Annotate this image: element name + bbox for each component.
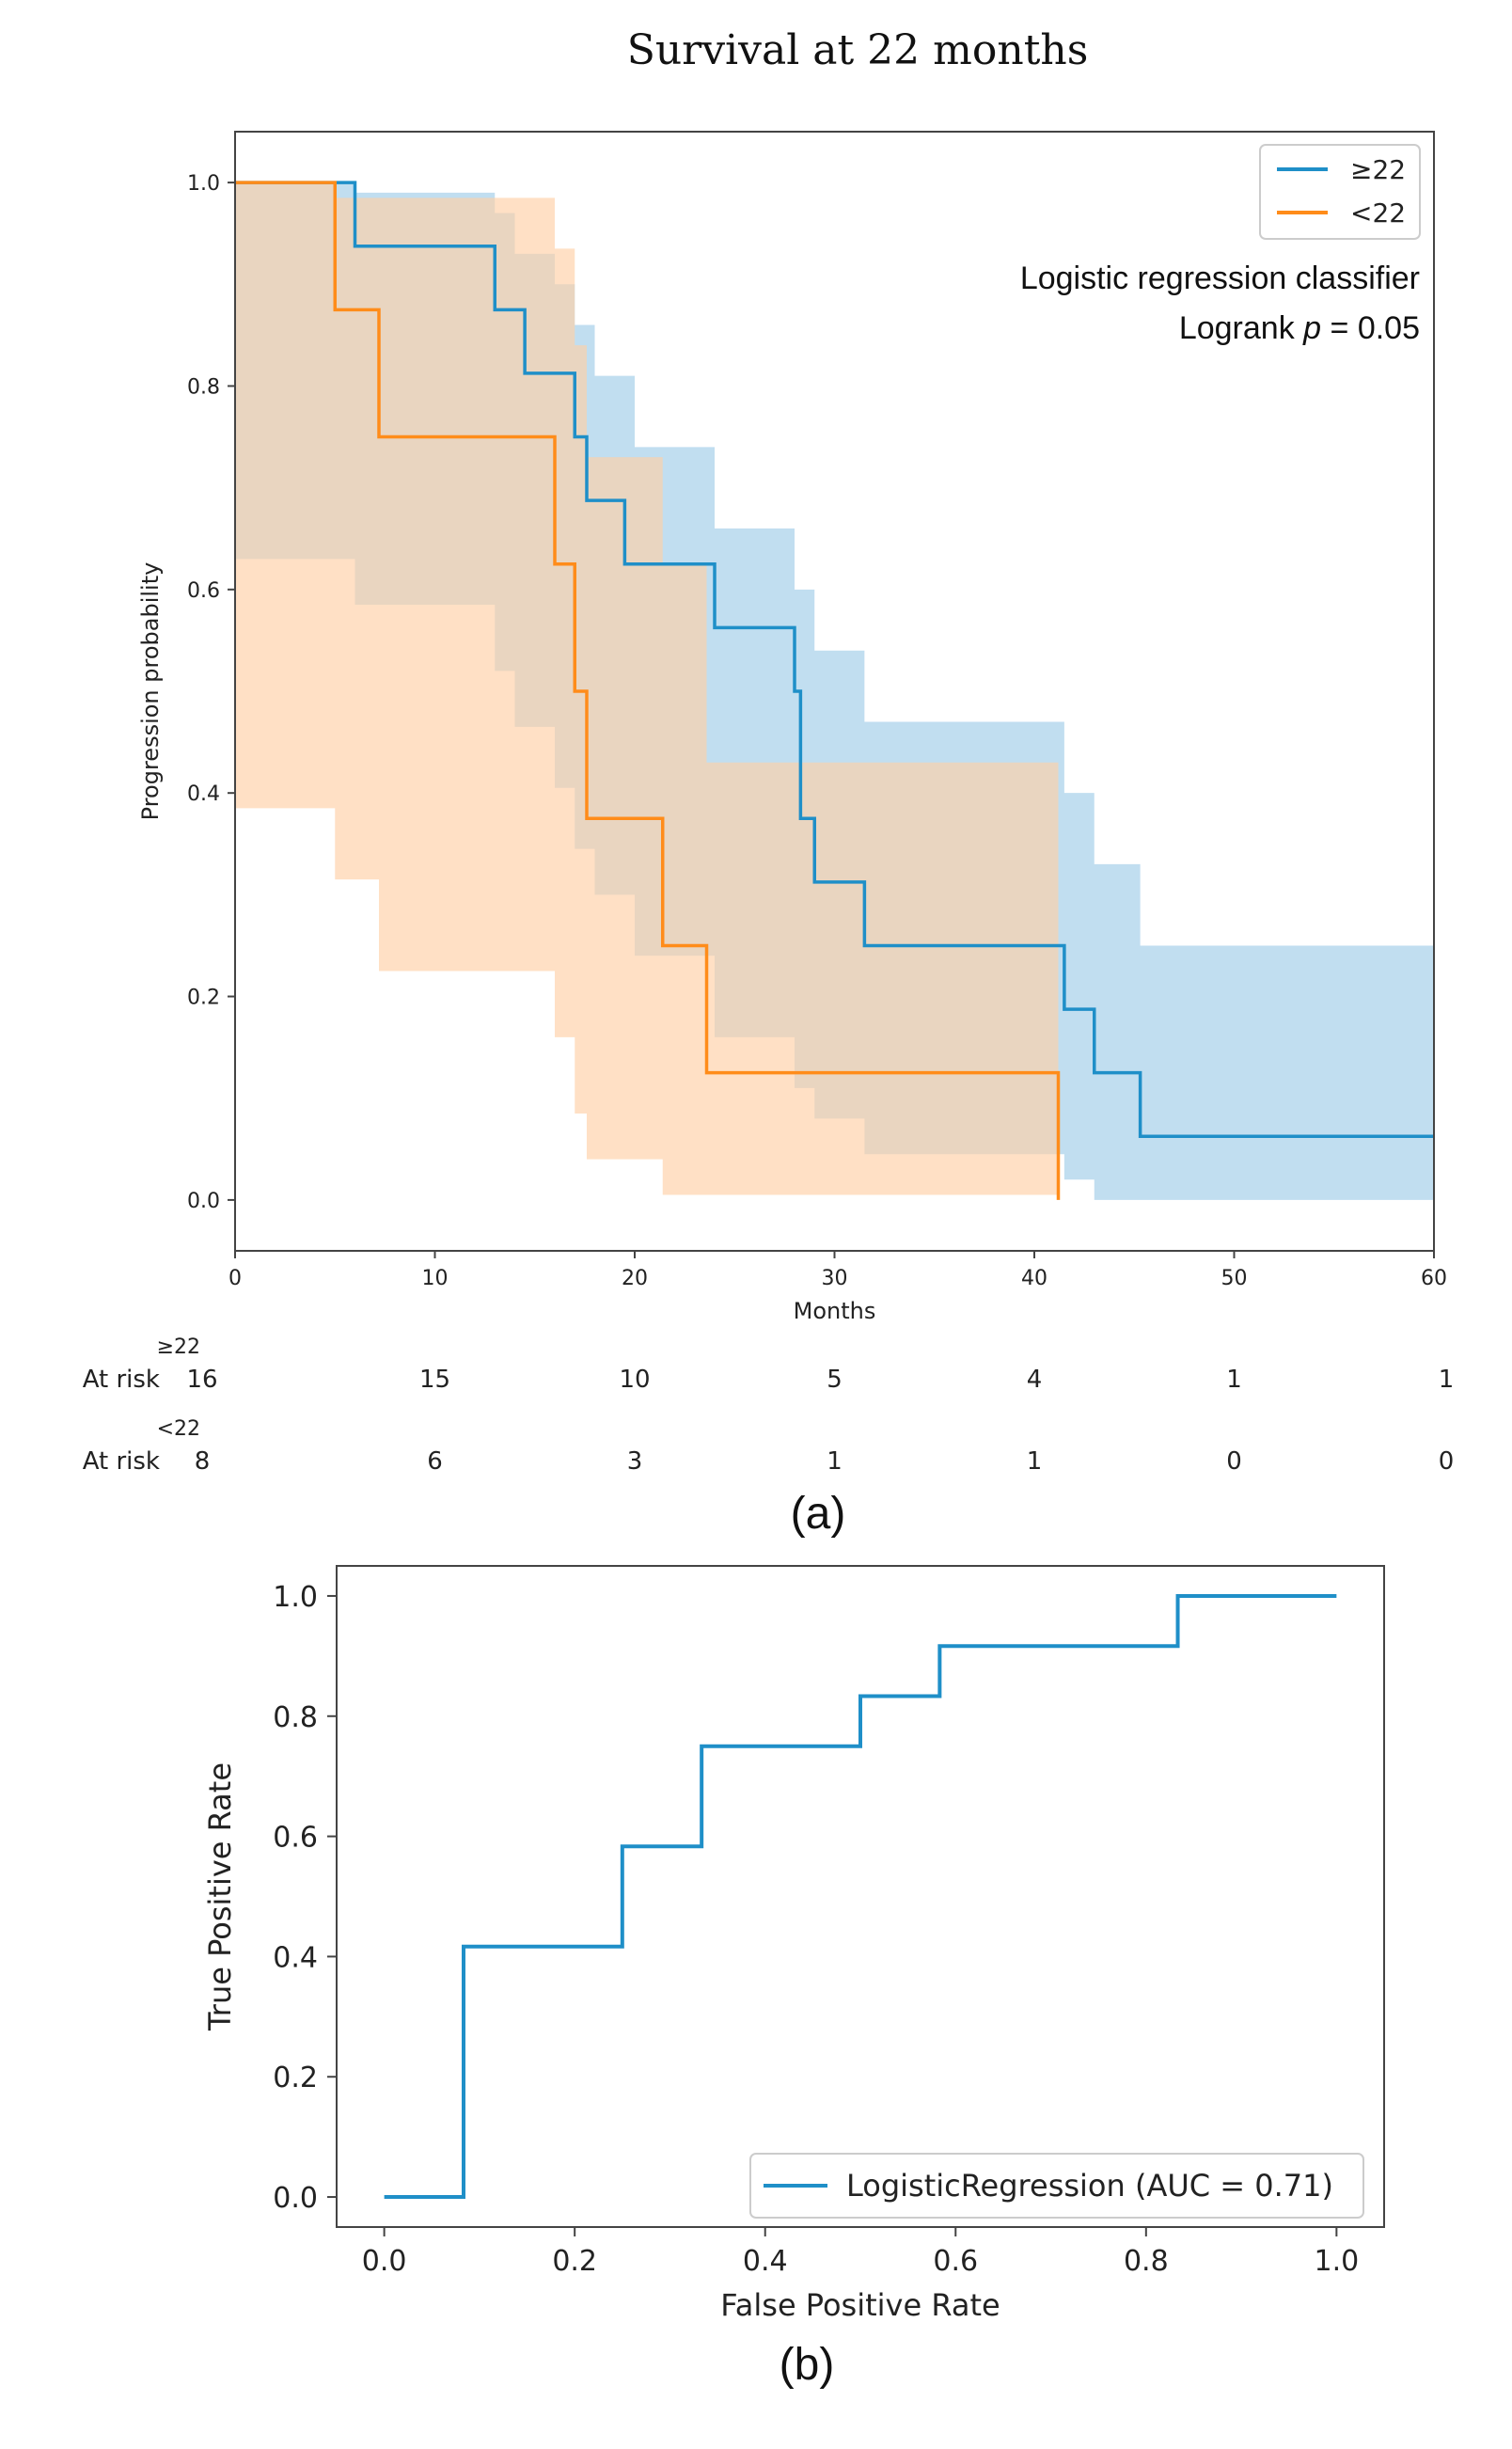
roc-panel: 0.0 0.2 0.4 0.6 0.8 1.0 0.0 0.2 0.4 0.6 0.8 1.0 Fa… [202,1565,1385,2390]
x-tick-label: 60 [1421,1267,1447,1290]
roc-legend-label: LogisticRegression (AUC = 0.71) [846,2168,1333,2204]
logrank-prefix: Logrank [1179,310,1303,346]
y-tick-label: 0.0 [273,2182,318,2215]
x-tick-label: 0.6 [933,2245,978,2278]
at-risk-count: 6 [427,1447,443,1476]
x-tick-label: 0.0 [362,2245,407,2278]
km-legend: ≥22 <22 [1259,144,1421,240]
at-risk-group-name: ≥22 [157,1335,200,1359]
ci-band-lt22 [235,182,1059,1195]
y-tick-label: 0.8 [187,375,220,399]
x-tick-label: 0.8 [1124,2245,1169,2278]
y-tick-label: 0.2 [273,2062,318,2094]
roc-plot-frame [336,1565,1385,2228]
x-tick-label: 40 [1021,1267,1047,1290]
x-tick-label: 0 [228,1267,242,1290]
km-x-axis-label: Months [794,1298,876,1324]
logrank-p-symbol: p [1302,310,1321,346]
roc-curve [384,1593,1337,2200]
legend-label-ge22: ≥22 [1350,154,1406,185]
annotation-logrank: Logrank p = 0.05 [1179,310,1420,346]
x-tick-label: 30 [822,1267,848,1290]
y-tick-label: 0.4 [187,782,220,806]
km-survival-lines [235,181,1434,1200]
at-risk-label: At risk [83,1366,160,1394]
y-tick-label: 0.6 [187,579,220,603]
legend-label-lt22: <22 [1350,198,1406,229]
y-tick-label: 0.2 [187,987,220,1010]
y-tick-label: 0.8 [273,1701,318,1734]
roc-legend: LogisticRegression (AUC = 0.71) [749,2153,1364,2219]
at-risk-count: 1 [827,1447,843,1476]
km-y-ticks: 0.0 0.2 0.4 0.6 0.8 1.0 [187,172,235,1213]
logrank-value: = 0.05 [1321,310,1420,346]
x-tick-label: 0.4 [743,2245,788,2278]
survival-line-lt22 [235,181,1061,1200]
annotation-classifier: Logistic regression classifier [1020,261,1420,296]
y-tick-label: 0.4 [273,1941,318,1974]
at-risk-count: 1 [1226,1366,1242,1394]
at-risk-count: 5 [827,1366,843,1394]
roc-y-axis-label: True Positive Rate [202,1762,238,2031]
km-x-ticks: 0 10 20 30 40 50 60 [228,1251,1447,1290]
at-risk-count: 0 [1226,1447,1242,1476]
roc-x-ticks: 0.0 0.2 0.4 0.6 0.8 1.0 [362,2227,1359,2278]
at-risk-count: 0 [1439,1447,1455,1476]
at-risk-count: 3 [627,1447,643,1476]
survival-line-ge22 [235,181,1434,1139]
x-tick-label: 50 [1221,1267,1248,1290]
x-tick-label: 20 [622,1267,648,1290]
y-tick-label: 0.6 [273,1822,318,1855]
x-tick-label: 0.2 [552,2245,597,2278]
at-risk-count: 4 [1027,1366,1043,1394]
x-tick-label: 10 [422,1267,449,1290]
km-y-axis-label: Progression probability [137,562,164,821]
panel-a-label: (a) [791,1489,846,1539]
at-risk-group-name: <22 [157,1417,200,1441]
panel-b-label: (b) [780,2340,835,2390]
y-tick-label: 0.0 [187,1190,220,1213]
x-tick-label: 1.0 [1315,2245,1360,2278]
at-risk-count: 10 [619,1366,650,1394]
km-panel: 0 10 20 30 40 50 60 0.00.20.40.60.81.0 Months … [83,131,1455,1539]
roc-legend-box [749,2153,1364,2219]
roc-curve-line [384,1593,1337,2200]
y-tick-label: 1.0 [187,172,220,196]
figure-title: Survival at 22 months [627,26,1089,74]
y-tick-label: 1.0 [273,1581,318,1614]
roc-x-axis-label: False Positive Rate [720,2287,1000,2323]
at-risk-label: At risk [83,1447,160,1476]
at-risk-count: 15 [419,1366,450,1394]
at-risk-count: 1 [1439,1366,1455,1394]
roc-y-ticks: 0.0 0.2 0.4 0.6 0.8 1.0 [273,1581,337,2215]
at-risk-count: 1 [1027,1447,1043,1476]
at-risk-count: 16 [186,1366,217,1394]
at-risk-count: 8 [195,1447,211,1476]
